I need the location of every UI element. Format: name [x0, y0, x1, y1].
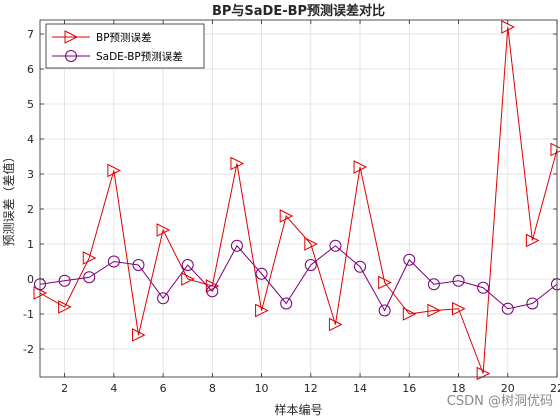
data-point — [525, 233, 540, 248]
data-point — [132, 259, 145, 271]
data-point — [205, 279, 220, 293]
y-tick-label: 0 — [27, 273, 34, 286]
legend-marker — [64, 30, 79, 44]
data-point — [280, 297, 293, 310]
legend: BP预测误差 SaDE-BP预测误差 — [45, 23, 205, 69]
x-tick-label: 10 — [255, 382, 269, 395]
data-point — [477, 281, 490, 294]
data-point — [157, 292, 170, 305]
series-1 — [33, 20, 560, 381]
data-point — [206, 285, 219, 298]
data-point — [58, 300, 72, 314]
data-point — [82, 251, 97, 265]
legend-label: BP预测误差 — [96, 31, 152, 44]
x-tick-label: 18 — [452, 382, 466, 395]
chart-title: BP与SaDE-BP预测误差对比 — [212, 3, 385, 19]
data-point — [107, 163, 121, 178]
y-tick-label: 7 — [27, 28, 34, 41]
x-tick-label: 8 — [209, 382, 216, 395]
data-point — [501, 302, 514, 315]
legend-marker — [65, 50, 77, 62]
y-tick-label: 3 — [27, 168, 34, 181]
x-tick-label: 6 — [160, 382, 167, 395]
x-tick-label: 20 — [501, 382, 515, 395]
data-point — [526, 297, 539, 310]
data-point — [402, 307, 417, 321]
series-line — [39, 26, 558, 374]
y-axis-label: 预测误差（差值） — [1, 150, 16, 246]
data-point — [304, 237, 318, 251]
data-point — [452, 301, 466, 316]
data-point — [58, 274, 71, 287]
data-point — [279, 209, 294, 223]
data-point — [107, 255, 120, 268]
data-point — [83, 271, 96, 284]
y-tick-label: -1 — [23, 308, 34, 321]
x-tick-label: 12 — [304, 382, 318, 395]
y-tick-label: 6 — [27, 63, 34, 76]
data-point — [378, 275, 392, 290]
data-point — [452, 274, 465, 287]
data-point — [230, 239, 243, 252]
series-layer — [33, 20, 560, 381]
data-point — [427, 303, 442, 318]
y-tick-label: -2 — [23, 343, 34, 356]
legend-label: SaDE-BP预测误差 — [96, 50, 183, 63]
y-tick-label: 4 — [27, 133, 34, 146]
x-tick-label: 14 — [353, 382, 367, 395]
data-point — [230, 156, 245, 171]
data-point — [354, 260, 367, 273]
data-point — [329, 239, 342, 252]
series-line — [39, 244, 558, 312]
x-tick-label: 4 — [110, 382, 117, 395]
data-point — [378, 304, 391, 317]
plot-frame — [39, 19, 558, 378]
x-tick-label: 2 — [61, 382, 68, 395]
data-point — [304, 259, 317, 271]
data-point — [353, 160, 368, 174]
data-point — [427, 278, 440, 291]
legend-box — [45, 23, 205, 69]
x-tick-label: 22 — [550, 382, 560, 395]
y-tick-label: 2 — [27, 203, 34, 216]
y-tick-label: 1 — [27, 238, 34, 251]
x-tick-label: 16 — [402, 382, 416, 395]
data-point — [181, 272, 195, 286]
data-point — [476, 366, 491, 381]
watermark: CSDN @树洞优码 — [447, 394, 553, 409]
data-point — [255, 267, 268, 280]
data-point — [328, 317, 343, 332]
data-point — [156, 223, 171, 237]
y-tick-label: 5 — [27, 98, 34, 111]
data-point — [403, 253, 416, 266]
x-axis-label: 样本编号 — [274, 402, 322, 417]
plot-area — [40, 20, 557, 377]
data-point — [255, 303, 269, 318]
data-point — [181, 259, 194, 271]
data-point — [131, 328, 146, 342]
